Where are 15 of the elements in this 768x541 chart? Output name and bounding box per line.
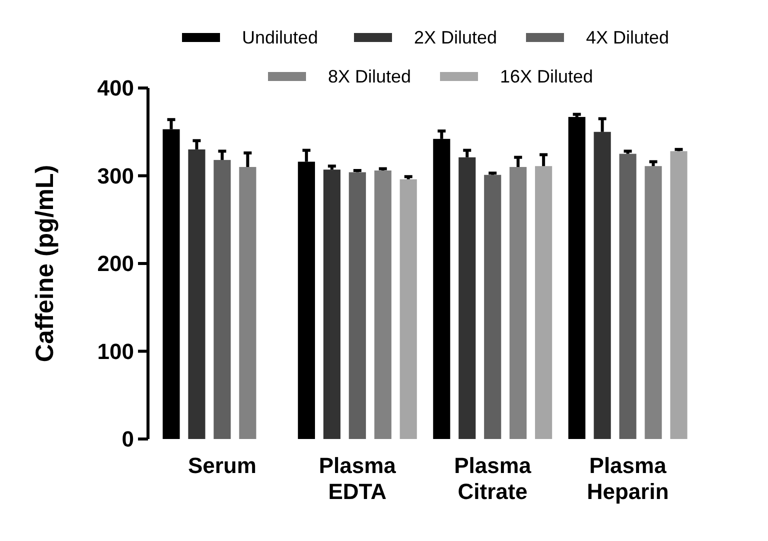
x-tick-label: Serum [188,453,256,478]
legend-label: 4X Diluted [586,27,670,48]
legend-label: Undiluted [242,27,318,48]
legend-label: 16X Diluted [500,66,594,86]
y-tick-label: 100 [97,338,134,364]
y-tick-label: 400 [97,76,134,101]
x-tick-label: Plasma Heparin [586,453,669,504]
x-tick-label: Plasma Citrate [454,453,532,504]
y-axis-title: Caffeine (pg/mL) [31,164,59,362]
y-tick-label: 200 [97,251,134,276]
y-tick-label: 300 [97,163,134,188]
legend-label: 8X Diluted [328,66,412,86]
y-tick-label: 0 [122,426,134,452]
legend-label: 2X Diluted [414,27,498,48]
x-tick-label: Plasma EDTA [318,453,397,504]
